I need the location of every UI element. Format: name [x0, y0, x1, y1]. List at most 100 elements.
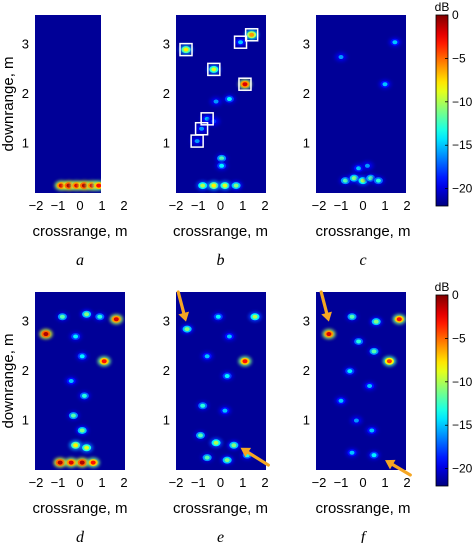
- x-tick-label: 2: [261, 198, 268, 213]
- x-tick-label: −2: [29, 198, 44, 213]
- colorbar-tick-label: −15: [452, 138, 473, 152]
- hotspot: [322, 329, 336, 340]
- hotspot: [378, 79, 392, 90]
- y-tick-label: 1: [163, 136, 170, 151]
- x-tick-label: −2: [312, 475, 327, 490]
- hotspot: [345, 311, 359, 322]
- hotspot: [39, 329, 53, 340]
- hotspot: [200, 351, 214, 362]
- hotspot: [371, 175, 385, 186]
- hotspot: [392, 314, 406, 325]
- target-box: [190, 134, 204, 148]
- x-tick-label: 2: [120, 475, 127, 490]
- colorbar: dB0 −5 −10 −15 −20: [435, 280, 473, 487]
- colorbar-unit: dB: [435, 0, 450, 14]
- x-tick-label: −1: [334, 475, 349, 490]
- panel-label: e: [217, 529, 224, 543]
- hotspot: [218, 180, 232, 191]
- x-tick-label: 2: [403, 475, 410, 490]
- hotspot: [207, 64, 221, 75]
- x-tick-label: 2: [120, 198, 127, 213]
- heatmap-image: [54, 180, 101, 191]
- hotspot: [238, 356, 252, 367]
- x-tick-label: 0: [359, 198, 366, 213]
- hotspot: [222, 94, 236, 105]
- x-tick-label: −1: [51, 198, 66, 213]
- y-tick-label: 2: [163, 86, 170, 101]
- heatmap-background: [316, 292, 406, 470]
- colorbar-tick-label: −20: [452, 462, 473, 476]
- x-tick-label: 0: [76, 475, 83, 490]
- colorbar-gradient: [435, 294, 449, 487]
- hotspot: [369, 316, 383, 327]
- hotspot: [55, 311, 69, 322]
- y-tick-label: 2: [303, 86, 310, 101]
- hotspot: [180, 324, 194, 335]
- x-axis-label: crossrange, m: [173, 223, 268, 240]
- hotspot: [352, 336, 366, 347]
- hotspot: [360, 160, 374, 171]
- y-tick-label: 1: [303, 136, 310, 151]
- heatmap-background: [35, 292, 125, 470]
- x-tick-label: 1: [239, 198, 246, 213]
- x-axis-label: crossrange, m: [173, 500, 268, 517]
- hotspot: [75, 351, 89, 362]
- x-axis-label: crossrange, m: [32, 223, 127, 240]
- hotspot: [75, 457, 89, 468]
- x-tick-label: 2: [261, 475, 268, 490]
- y-tick-label: 2: [22, 86, 29, 101]
- hotspot: [69, 440, 83, 451]
- hotspot: [345, 447, 359, 458]
- x-tick-label: 1: [98, 475, 105, 490]
- x-tick-label: 1: [239, 475, 246, 490]
- colorbar-tick-label: −5: [452, 331, 466, 345]
- heatmap-image: [334, 37, 402, 186]
- hotspot: [196, 400, 210, 411]
- hotspot: [80, 442, 94, 453]
- x-tick-label: −1: [334, 198, 349, 213]
- panel-label: a: [76, 252, 84, 269]
- hotspot: [248, 311, 262, 322]
- x-axis-label: crossrange, m: [315, 500, 410, 517]
- x-tick-label: 2: [403, 198, 410, 213]
- x-tick-label: 1: [381, 198, 388, 213]
- hotspot: [349, 415, 363, 426]
- orange-arrow: [385, 459, 412, 477]
- hotspot: [334, 395, 348, 406]
- hotspot: [365, 425, 379, 436]
- hotspot: [190, 136, 204, 147]
- colorbar-tick-label: 0: [452, 288, 459, 302]
- hotspot: [245, 29, 259, 40]
- hotspot: [193, 430, 207, 441]
- x-tick-label: 1: [98, 198, 105, 213]
- y-tick-label: 2: [303, 363, 310, 378]
- target-box: [238, 77, 252, 91]
- x-tick-label: 0: [76, 198, 83, 213]
- hotspot: [64, 457, 78, 468]
- target-box: [233, 35, 248, 49]
- x-tick-label: −2: [169, 198, 184, 213]
- colorbar-tick-label: −5: [452, 51, 466, 65]
- y-tick-label: 3: [303, 314, 310, 329]
- x-tick-label: −1: [51, 475, 66, 490]
- hotspot: [77, 390, 91, 401]
- hotspot: [229, 180, 243, 191]
- hotspot: [211, 311, 225, 322]
- hotspot: [215, 160, 229, 171]
- hotspot: [64, 376, 78, 386]
- hotspot: [53, 457, 67, 468]
- y-tick-label: 3: [22, 37, 29, 52]
- hotspot: [215, 153, 229, 164]
- colorbar-tick-label: −10: [452, 95, 473, 109]
- hotspot: [179, 44, 193, 55]
- heatmap-image: [322, 311, 406, 461]
- hotspot: [69, 331, 83, 342]
- hotspot: [80, 309, 94, 320]
- hotspot: [209, 437, 223, 448]
- hotspot: [363, 380, 377, 391]
- panel-label: d: [76, 529, 85, 543]
- hotspot: [93, 311, 107, 322]
